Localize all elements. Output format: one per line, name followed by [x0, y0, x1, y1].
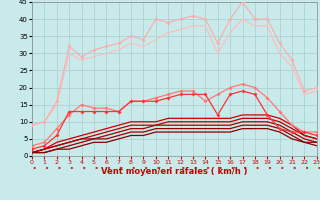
X-axis label: Vent moyen/en rafales ( km/h ): Vent moyen/en rafales ( km/h ) — [101, 167, 248, 176]
